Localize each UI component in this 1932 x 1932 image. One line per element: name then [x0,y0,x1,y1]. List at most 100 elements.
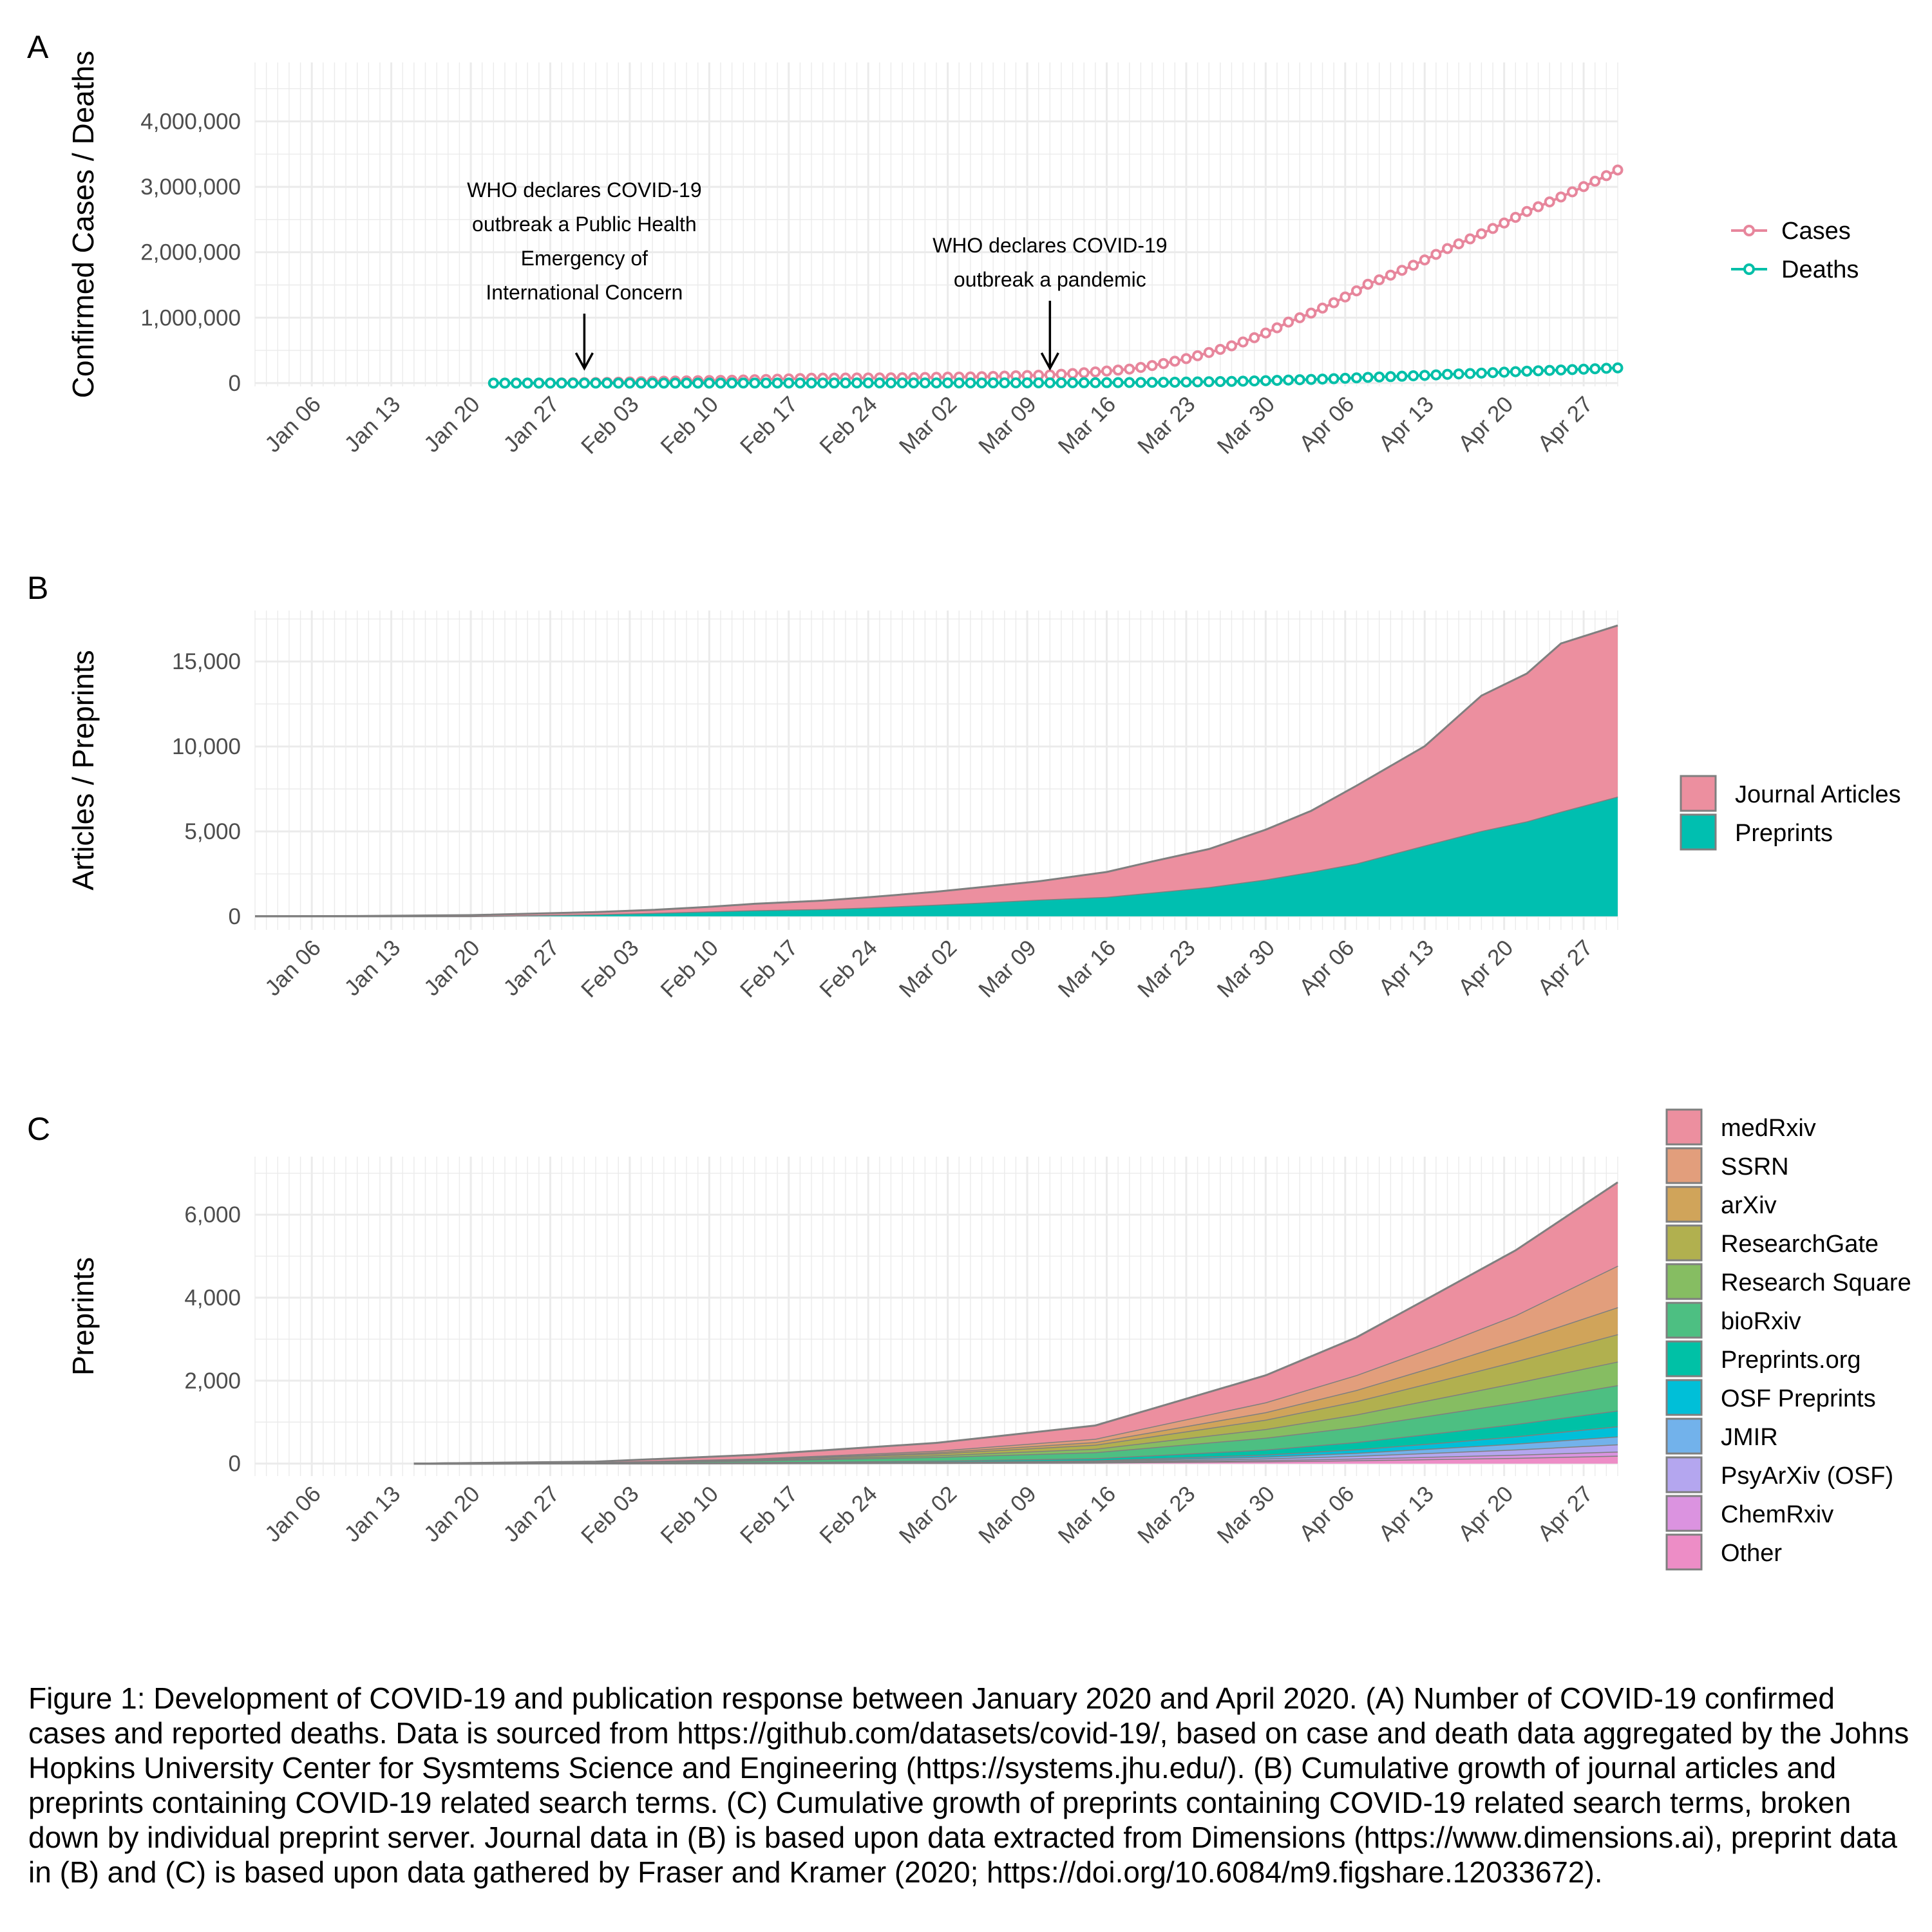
figure: A 0 1,000,000 2,000,000 3,000,000 4,000,000 J… [27,29,1911,1571]
legend-label-chemrxiv: ChemRxiv [1721,1501,1833,1528]
data-point-deaths [1442,368,1453,380]
data-point-deaths [1044,377,1056,388]
data-point-cases [1385,269,1396,281]
annotation-arrow-head [574,352,594,371]
y-tick-label: 0 [229,371,241,396]
annotation-text: WHO declares COVID-19 [467,178,702,202]
data-point-deaths [499,377,511,389]
data-point-deaths [1056,377,1067,388]
x-tick-label: Mar 02 [895,1481,962,1549]
data-point-deaths [1362,372,1374,383]
x-tick-label: Mar 02 [895,392,962,459]
y-tick-label: 1,000,000 [140,305,241,330]
articles-preprints-chart: 0 5,000 10,000 15,000 Jan 06 Jan 13 Jan 20 Jan … [66,611,1901,1003]
data-point-deaths [1612,362,1624,374]
x-tick-label: Feb 24 [815,1481,882,1549]
y-tick-label: 6,000 [184,1202,241,1227]
data-point-cases [1600,170,1612,182]
legend-label-research-square: Research Square [1721,1269,1911,1296]
x-tick-label: Apr 27 [1533,935,1597,999]
data-point-deaths [533,377,545,389]
data-point-deaths [1317,374,1329,385]
x-tick-label: Apr 20 [1454,392,1518,456]
data-point-deaths [1260,375,1271,386]
data-point-deaths [1237,375,1249,387]
data-point-deaths [578,377,590,389]
annotation-text: WHO declares COVID-19 [933,234,1168,257]
data-point-deaths [1135,377,1146,388]
data-point-deaths [919,377,931,389]
legend-label-arxiv: arXiv [1721,1192,1777,1219]
area-outline-journal-articles [254,624,1618,918]
legend-key-other [1665,1533,1703,1571]
x-tick-label: Feb 17 [735,1481,803,1549]
legend-label-osf-preprints: OSF Preprints [1721,1385,1876,1412]
data-point-deaths [1215,376,1226,388]
data-point-cases [1499,217,1510,229]
data-point-cases [1101,365,1112,377]
legend-label-preprints-org: Preprints.org [1721,1347,1861,1374]
y-tick-label: 3,000,000 [140,175,241,200]
data-point-cases [1203,346,1215,358]
data-point-deaths [1350,372,1362,384]
data-point-deaths [1487,367,1499,379]
x-tick-label: Mar 23 [1133,1481,1200,1549]
x-tick-label: Mar 09 [974,935,1041,1003]
x-tick-label: Feb 03 [576,935,644,1003]
legend-label-cases: Cases [1781,218,1851,245]
data-point-cases [1612,164,1624,176]
data-point-deaths [965,377,976,389]
y-tick-label: 4,000 [184,1285,241,1311]
data-point-deaths [1146,377,1158,388]
data-point-deaths [1566,364,1578,375]
y-tick-label: 0 [229,904,241,929]
data-point-cases [1453,238,1464,250]
x-tick-label: Apr 13 [1374,392,1438,456]
data-point-deaths [1385,371,1396,383]
figure-caption: Figure 1: Development of COVID-19 and pu… [28,1681,1909,1889]
x-tick-label: Jan 06 [260,935,326,1001]
data-point-deaths [1544,365,1555,376]
data-point-cases [1124,363,1135,375]
legend-key-medrxiv [1665,1108,1703,1146]
x-tick-label: Feb 17 [735,392,803,459]
data-point-cases [1510,211,1521,223]
x-tick-label: Apr 27 [1533,392,1597,456]
data-point-cases [1362,278,1374,290]
data-point-cases [1271,322,1283,334]
legend-label-other: Other [1721,1540,1782,1567]
legend-key-psyarxiv-osf [1665,1456,1703,1493]
data-point-deaths [624,377,636,389]
data-point-deaths [1578,363,1589,375]
data-point-cases [1533,201,1544,213]
data-point-deaths [1067,377,1079,388]
data-point-cases [1566,186,1578,198]
data-point-cases [1589,175,1601,187]
x-tick-label: Jan 06 [260,1481,326,1547]
x-tick-label: Mar 16 [1054,1481,1121,1549]
data-point-deaths [636,377,647,389]
data-point-deaths [1180,376,1192,388]
data-point-cases [1544,196,1555,208]
data-point-deaths [1533,365,1544,377]
data-point-deaths [783,377,795,389]
data-point-deaths [862,377,874,389]
annotation-arrow-head [1040,352,1059,371]
x-tick-label: Mar 23 [1133,392,1200,459]
y-tick-label: 5,000 [184,819,241,844]
legend-label-ssrn: SSRN [1721,1153,1789,1180]
data-point-deaths [1475,367,1487,379]
legend-key-ssrn [1665,1147,1703,1184]
series-line-cases [493,169,1618,384]
legend-key-chemrxiv [1665,1495,1703,1532]
area-arxiv [413,1307,1618,1464]
y-tick-label: 2,000 [184,1368,241,1394]
legend-label-researchgate: ResearchGate [1721,1231,1879,1258]
data-point-deaths [1033,377,1045,388]
data-point-cases [1192,350,1204,361]
area-preprints-org [413,1410,1618,1464]
data-point-cases [1555,191,1567,203]
annotation-text: outbreak a Public Health [472,213,697,236]
data-point-cases [1475,228,1487,240]
x-tick-label: Feb 24 [815,392,882,459]
